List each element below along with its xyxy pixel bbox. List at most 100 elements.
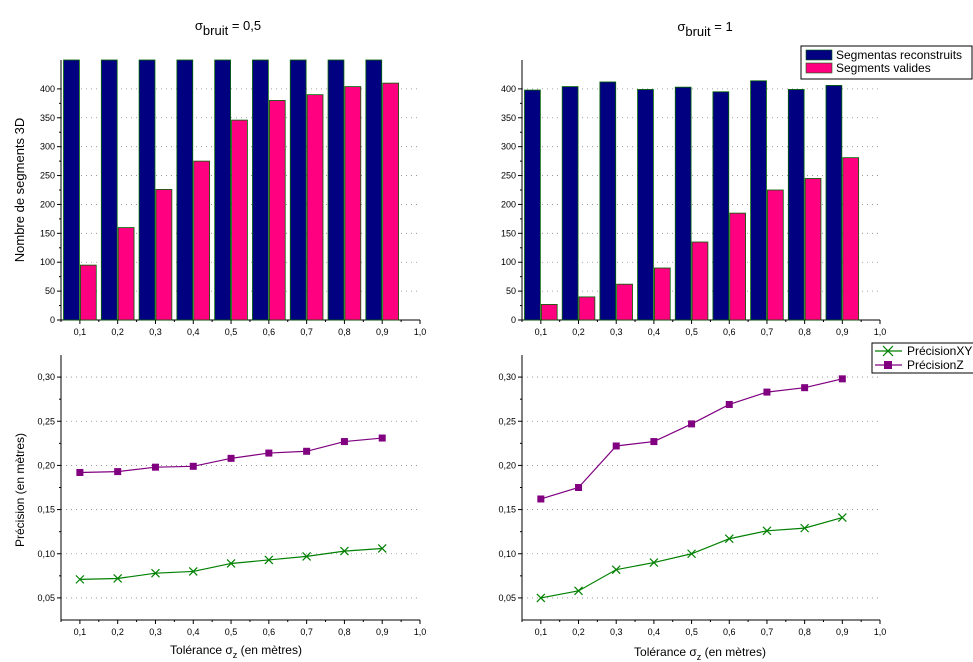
y-tick-label: 50 (506, 286, 516, 296)
y-tick-label: 0,05 (498, 593, 516, 603)
bar-valid (306, 94, 324, 321)
bar-reconstructed (138, 59, 156, 321)
y-tick-label: 0,30 (37, 372, 55, 382)
point-precision_xy (611, 565, 621, 575)
bar-reconstructed (599, 81, 617, 321)
point-precision_z (575, 484, 583, 491)
x-tick-label: 0,1 (74, 327, 87, 337)
bar-reconstructed (750, 80, 767, 321)
y-tick-label: 0,10 (498, 549, 516, 559)
legend-label-valid: Segments valides (836, 61, 931, 75)
bar-valid (691, 241, 709, 321)
point-precision_z (537, 495, 545, 503)
y-tick-label: 50 (45, 286, 55, 296)
x-tick-label: 0,6 (723, 627, 736, 637)
x-tick-label: 0,7 (300, 327, 313, 337)
y-tick-label: 150 (40, 228, 55, 238)
title-right: σbruit = 1 (677, 19, 732, 39)
point-precision_xy (649, 558, 659, 568)
legend-marker-precision_xy (882, 345, 894, 357)
x-tick-label: 1,0 (874, 627, 887, 637)
y-tick-label: 0,25 (37, 416, 55, 426)
point-precision_z (76, 468, 84, 476)
x-tick-label: 0,2 (111, 327, 124, 337)
point-precision_z (650, 438, 658, 446)
x-tick-label: 0,4 (187, 327, 200, 337)
title-left: σbruit = 0,5 (195, 18, 261, 38)
bar-valid (268, 100, 286, 321)
y-tick-label: 0,15 (498, 505, 516, 515)
bar-reconstructed (561, 86, 579, 321)
x-tick-label: 0,5 (225, 627, 238, 637)
point-precision_z (688, 420, 696, 428)
bar-valid (344, 86, 362, 321)
bar-valid (804, 178, 822, 321)
point-precision_xy (75, 574, 85, 584)
bar-reconstructed (214, 59, 231, 321)
x-tick-label: 0,4 (648, 627, 661, 637)
bar-reconstructed (327, 59, 345, 321)
y-tick-label: 300 (501, 142, 516, 152)
y-tick-label: 0 (50, 315, 55, 325)
point-precision_xy (226, 559, 236, 568)
point-precision_xy (800, 523, 810, 533)
x-tick-label: 0,1 (535, 627, 548, 637)
point-precision_z (838, 375, 846, 383)
bar-valid (578, 296, 596, 321)
x-tick-label: 0,7 (300, 627, 313, 637)
x-tick-label: 0,6 (263, 327, 276, 337)
bar-reconstructed (825, 85, 843, 321)
x-tick-label: 0,7 (761, 627, 774, 637)
point-precision_xy (724, 534, 734, 544)
bar-reconstructed (289, 59, 307, 321)
bar-reconstructed (712, 91, 730, 321)
legend-swatch-valid (805, 62, 833, 74)
bar-valid (79, 264, 97, 321)
bar-valid (729, 212, 746, 321)
legend-label-precision_z: PrécisionZ (907, 358, 964, 372)
bar-reconstructed (176, 59, 194, 321)
y-tick-label: 400 (40, 84, 55, 94)
bar-valid (540, 303, 558, 321)
x-tick-label: 0,9 (836, 327, 849, 337)
x-tick-label: 0,9 (836, 627, 849, 637)
legend-label-reconstructed: Segmentas reconstruits (836, 48, 962, 62)
bar-valid (382, 82, 399, 321)
y-tick-label: 0,25 (498, 416, 516, 426)
x-tick-label: 0,2 (572, 627, 585, 637)
x-tick-label: 0,7 (761, 327, 774, 337)
x-tick-label: 1,0 (414, 627, 427, 637)
bar-reconstructed (637, 89, 654, 321)
point-precision_z (725, 400, 733, 408)
y-tick-label: 100 (501, 257, 516, 267)
panel-top-left: 0 50 100 150 200 250 300 350 400 0,1 0,2 0,3 0,4 0,5 0… (40, 59, 426, 337)
ylabel-bottom: Précision (en mètres) (13, 433, 27, 547)
x-tick-label: 0,8 (798, 327, 811, 337)
x-tick-label: 0,9 (376, 327, 389, 337)
point-precision_xy (339, 546, 349, 556)
panel-top-right: 0 50 100 150 200 250 300 350 400 0,1 0,2 0,3 0,4 0,5 0… (501, 45, 973, 337)
point-precision_xy (264, 555, 274, 565)
point-precision_xy (536, 593, 546, 603)
point-precision_xy (762, 526, 772, 536)
x-tick-label: 0,8 (338, 627, 351, 637)
x-tick-label: 0,5 (685, 627, 698, 637)
y-tick-label: 350 (501, 113, 516, 123)
x-tick-label: 0,5 (685, 327, 698, 337)
xlabel-right: Tolérance σz (en mètres) (634, 645, 766, 662)
x-tick-label: 0,6 (263, 627, 276, 637)
point-precision_xy (302, 551, 312, 561)
y-tick-label: 0,15 (37, 505, 55, 515)
bar-reconstructed (100, 59, 118, 321)
x-tick-label: 0,3 (149, 627, 162, 637)
bar-valid (231, 119, 248, 321)
bar-reconstructed (252, 59, 269, 321)
x-tick-label: 0,1 (74, 627, 87, 637)
bar-valid (117, 227, 135, 321)
point-precision_xy (574, 586, 583, 596)
x-tick-label: 0,3 (149, 327, 162, 337)
y-tick-label: 0,30 (498, 372, 516, 382)
y-tick-label: 150 (501, 228, 516, 238)
x-tick-label: 0,8 (798, 627, 811, 637)
